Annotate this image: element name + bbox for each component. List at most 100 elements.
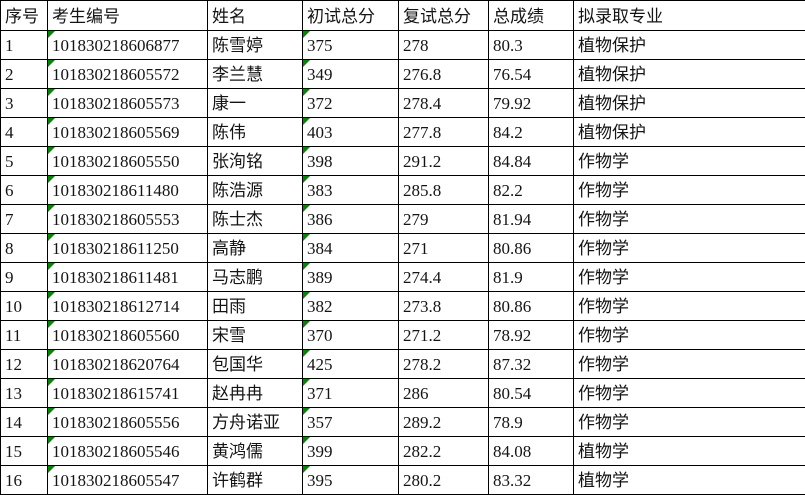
cell-total-score[interactable]: 84.2 (489, 118, 574, 147)
header-retest-score[interactable]: 复试总分 (399, 1, 489, 31)
cell-seq[interactable]: 14 (1, 408, 48, 437)
cell-candidate-id[interactable]: 101830218605547 (48, 466, 208, 495)
cell-initial-score[interactable]: 384 (303, 234, 399, 263)
cell-retest-score[interactable]: 278.2 (399, 350, 489, 379)
cell-total-score[interactable]: 79.92 (489, 89, 574, 118)
cell-name[interactable]: 陈伟 (208, 118, 303, 147)
cell-initial-score[interactable]: 370 (303, 321, 399, 350)
header-candidate-id[interactable]: 考生编号 (48, 1, 208, 31)
cell-total-score[interactable]: 81.9 (489, 263, 574, 292)
header-seq[interactable]: 序号 (1, 1, 48, 31)
cell-total-score[interactable]: 80.3 (489, 31, 574, 60)
cell-name[interactable]: 许鹤群 (208, 466, 303, 495)
cell-major[interactable]: 植物保护 (574, 89, 805, 118)
cell-retest-score[interactable]: 271.2 (399, 321, 489, 350)
cell-initial-score[interactable]: 357 (303, 408, 399, 437)
cell-retest-score[interactable]: 273.8 (399, 292, 489, 321)
cell-initial-score[interactable]: 425 (303, 350, 399, 379)
cell-major[interactable]: 作物学 (574, 147, 805, 176)
cell-candidate-id[interactable]: 101830218605546 (48, 437, 208, 466)
cell-candidate-id[interactable]: 101830218615741 (48, 379, 208, 408)
cell-major[interactable]: 植物保护 (574, 60, 805, 89)
cell-retest-score[interactable]: 274.4 (399, 263, 489, 292)
cell-total-score[interactable]: 83.32 (489, 466, 574, 495)
cell-initial-score[interactable]: 398 (303, 147, 399, 176)
cell-name[interactable]: 李兰慧 (208, 60, 303, 89)
header-major[interactable]: 拟录取专业 (574, 1, 805, 31)
cell-initial-score[interactable]: 371 (303, 379, 399, 408)
cell-retest-score[interactable]: 289.2 (399, 408, 489, 437)
cell-retest-score[interactable]: 278.4 (399, 89, 489, 118)
cell-name[interactable]: 赵冉冉 (208, 379, 303, 408)
cell-seq[interactable]: 3 (1, 89, 48, 118)
cell-seq[interactable]: 11 (1, 321, 48, 350)
cell-major[interactable]: 作物学 (574, 292, 805, 321)
cell-major[interactable]: 作物学 (574, 350, 805, 379)
cell-retest-score[interactable]: 276.8 (399, 60, 489, 89)
cell-seq[interactable]: 13 (1, 379, 48, 408)
cell-candidate-id[interactable]: 101830218611250 (48, 234, 208, 263)
cell-seq[interactable]: 2 (1, 60, 48, 89)
cell-major[interactable]: 作物学 (574, 408, 805, 437)
cell-retest-score[interactable]: 278 (399, 31, 489, 60)
cell-initial-score[interactable]: 399 (303, 437, 399, 466)
cell-total-score[interactable]: 84.08 (489, 437, 574, 466)
cell-retest-score[interactable]: 285.8 (399, 176, 489, 205)
cell-total-score[interactable]: 78.9 (489, 408, 574, 437)
cell-initial-score[interactable]: 382 (303, 292, 399, 321)
cell-name[interactable]: 高静 (208, 234, 303, 263)
cell-name[interactable]: 陈士杰 (208, 205, 303, 234)
cell-seq[interactable]: 9 (1, 263, 48, 292)
header-name[interactable]: 姓名 (208, 1, 303, 31)
cell-total-score[interactable]: 87.32 (489, 350, 574, 379)
cell-candidate-id[interactable]: 101830218611480 (48, 176, 208, 205)
cell-total-score[interactable]: 78.92 (489, 321, 574, 350)
cell-major[interactable]: 植物学 (574, 437, 805, 466)
cell-initial-score[interactable]: 389 (303, 263, 399, 292)
cell-candidate-id[interactable]: 101830218611481 (48, 263, 208, 292)
cell-major[interactable]: 植物学 (574, 466, 805, 495)
cell-seq[interactable]: 1 (1, 31, 48, 60)
cell-retest-score[interactable]: 282.2 (399, 437, 489, 466)
cell-name[interactable]: 方舟诺亚 (208, 408, 303, 437)
cell-candidate-id[interactable]: 101830218605556 (48, 408, 208, 437)
cell-seq[interactable]: 5 (1, 147, 48, 176)
cell-major[interactable]: 作物学 (574, 379, 805, 408)
cell-seq[interactable]: 6 (1, 176, 48, 205)
cell-candidate-id[interactable]: 101830218605550 (48, 147, 208, 176)
cell-seq[interactable]: 4 (1, 118, 48, 147)
cell-total-score[interactable]: 82.2 (489, 176, 574, 205)
cell-total-score[interactable]: 80.86 (489, 234, 574, 263)
cell-candidate-id[interactable]: 101830218605569 (48, 118, 208, 147)
cell-initial-score[interactable]: 383 (303, 176, 399, 205)
cell-name[interactable]: 黄鸿儒 (208, 437, 303, 466)
cell-name[interactable]: 宋雪 (208, 321, 303, 350)
cell-initial-score[interactable]: 403 (303, 118, 399, 147)
cell-retest-score[interactable]: 291.2 (399, 147, 489, 176)
cell-retest-score[interactable]: 286 (399, 379, 489, 408)
cell-name[interactable]: 马志鹏 (208, 263, 303, 292)
cell-candidate-id[interactable]: 101830218612714 (48, 292, 208, 321)
cell-major[interactable]: 作物学 (574, 205, 805, 234)
cell-initial-score[interactable]: 372 (303, 89, 399, 118)
cell-candidate-id[interactable]: 101830218605573 (48, 89, 208, 118)
cell-retest-score[interactable]: 280.2 (399, 466, 489, 495)
header-total-score[interactable]: 总成绩 (489, 1, 574, 31)
cell-initial-score[interactable]: 349 (303, 60, 399, 89)
cell-total-score[interactable]: 80.86 (489, 292, 574, 321)
cell-total-score[interactable]: 80.54 (489, 379, 574, 408)
cell-retest-score[interactable]: 279 (399, 205, 489, 234)
cell-major[interactable]: 植物保护 (574, 31, 805, 60)
cell-major[interactable]: 作物学 (574, 234, 805, 263)
cell-retest-score[interactable]: 271 (399, 234, 489, 263)
cell-name[interactable]: 包国华 (208, 350, 303, 379)
cell-seq[interactable]: 10 (1, 292, 48, 321)
cell-name[interactable]: 康一 (208, 89, 303, 118)
cell-initial-score[interactable]: 395 (303, 466, 399, 495)
cell-major[interactable]: 植物保护 (574, 118, 805, 147)
cell-major[interactable]: 作物学 (574, 263, 805, 292)
cell-name[interactable]: 田雨 (208, 292, 303, 321)
cell-name[interactable]: 陈浩源 (208, 176, 303, 205)
cell-seq[interactable]: 16 (1, 466, 48, 495)
cell-candidate-id[interactable]: 101830218620764 (48, 350, 208, 379)
